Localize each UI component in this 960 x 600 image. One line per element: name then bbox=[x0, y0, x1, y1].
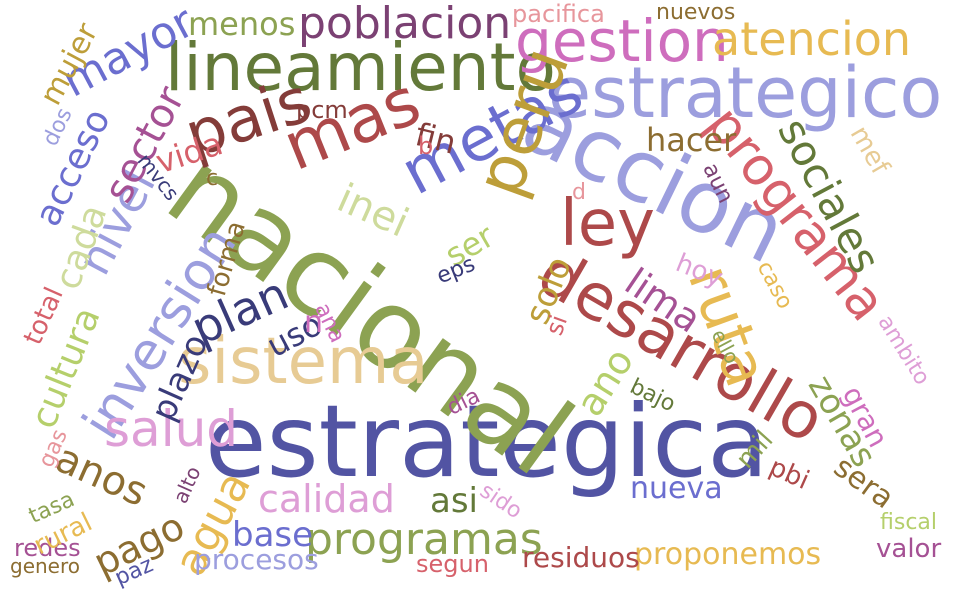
word-pbi: pbi bbox=[764, 452, 814, 496]
word-residuos: residuos bbox=[522, 541, 640, 574]
word-poblacion: poblacion bbox=[298, 0, 512, 49]
word-c: c bbox=[206, 166, 219, 191]
word-gestion: gestion bbox=[515, 7, 729, 75]
word-nueva: nueva bbox=[630, 471, 723, 506]
word-pcm: pcm bbox=[296, 96, 348, 124]
word-pacifica: pacifica bbox=[512, 0, 605, 28]
word-salud: salud bbox=[104, 400, 239, 458]
word-menos: menos bbox=[188, 5, 296, 43]
word-estrategico: estrategico bbox=[548, 52, 943, 134]
word-caso: caso bbox=[751, 257, 798, 314]
word-sera: sera bbox=[827, 449, 901, 516]
word-b: b bbox=[418, 132, 434, 160]
word-genero: genero bbox=[10, 554, 80, 578]
word-ambito: ambito bbox=[872, 310, 935, 390]
word-programas: programas bbox=[305, 514, 543, 565]
word-n: n bbox=[304, 305, 324, 340]
word-segun: segun bbox=[416, 550, 489, 578]
word-procesos: procesos bbox=[194, 543, 319, 576]
word-eps: eps bbox=[433, 251, 479, 290]
word-nuevos: nuevos bbox=[656, 0, 736, 25]
word-proponemos: proponemos bbox=[634, 537, 822, 572]
word-valor: valor bbox=[876, 534, 942, 564]
word-asi: asi bbox=[430, 481, 478, 521]
word-estrategica: estrategica bbox=[205, 383, 769, 500]
word-sistema: sistema bbox=[178, 325, 429, 399]
word-atencion: atencion bbox=[712, 12, 912, 66]
word-calidad: calidad bbox=[258, 477, 395, 521]
word-lineamiento: lineamiento bbox=[165, 29, 556, 106]
word-base: base bbox=[232, 515, 314, 555]
word-d: d bbox=[572, 180, 586, 205]
word-ley: ley bbox=[560, 187, 656, 261]
word-hacer: hacer bbox=[646, 121, 737, 159]
word-fiscal: fiscal bbox=[880, 510, 938, 535]
word-redes: redes bbox=[14, 534, 81, 562]
